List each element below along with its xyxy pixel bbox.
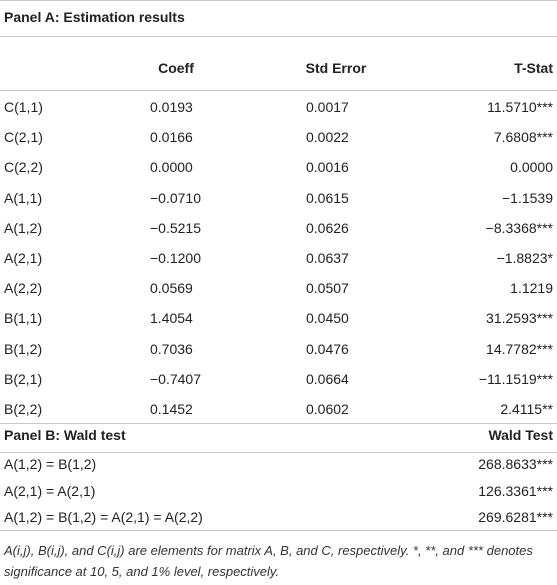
rule — [0, 452, 557, 453]
row-label: C(2,1) — [4, 129, 43, 146]
row-label: A(1,2) = B(1,2) = A(2,1) = A(2,2) — [4, 509, 203, 525]
cell: 0.0193 — [150, 99, 193, 115]
panel-title: Panel A: Estimation results — [4, 9, 185, 25]
cell: 1.1219 — [510, 280, 553, 297]
cell: 0.0022 — [306, 129, 349, 146]
cell: 1.4054 — [150, 310, 193, 327]
row-label: B(2,1) — [4, 370, 43, 387]
cell: 7.6808*** — [493, 129, 553, 146]
cell: 0.1452 — [150, 401, 193, 417]
row-label: A(1,2) — [4, 219, 43, 236]
rule — [0, 36, 557, 37]
cell: 0.7036 — [150, 340, 193, 357]
cell: 0.0569 — [150, 280, 193, 297]
cell: −1.8823* — [496, 250, 553, 266]
cell: 0.0664 — [306, 370, 349, 387]
cell: 0.0476 — [306, 340, 349, 357]
cell: 14.7782*** — [486, 340, 553, 357]
cell: 0.0000 — [510, 159, 553, 176]
column-header: Std Error — [305, 60, 367, 76]
cell: −0.7407 — [150, 370, 201, 387]
cell: −11.1519*** — [478, 370, 553, 387]
cell: 0.0507 — [306, 280, 349, 297]
row-label: A(2,1) = A(2,1) — [4, 482, 96, 499]
cell: −0.0710 — [150, 189, 201, 206]
cell: 31.2593*** — [486, 310, 553, 327]
rule — [0, 90, 557, 91]
cell: 269.6281*** — [478, 509, 553, 525]
cell: 126.3361*** — [478, 482, 553, 499]
cell: 0.0017 — [306, 99, 349, 115]
row-label: C(2,2) — [4, 159, 43, 176]
footnote: A(i,j), B(i,j), and C(i,j) are elements … — [4, 543, 533, 579]
rule — [0, 423, 557, 424]
column-header: Wald Test — [488, 427, 553, 443]
cell: 268.8633*** — [478, 456, 553, 472]
column-header: T-Stat — [514, 60, 553, 76]
row-label: B(1,1) — [4, 310, 43, 327]
cell: 11.5710*** — [487, 99, 553, 115]
cell: 2.4115** — [500, 401, 553, 417]
cell: 0.0626 — [306, 219, 349, 236]
cell: −8.3368*** — [485, 219, 553, 236]
row-label: A(1,2) = B(1,2) — [4, 456, 97, 472]
row-label: C(1,1) — [4, 99, 43, 115]
cell: 0.0000 — [150, 159, 193, 176]
cell: 0.0166 — [150, 129, 193, 146]
row-label: B(2,2) — [4, 401, 43, 417]
cell: 0.0615 — [306, 189, 349, 206]
cell: −1.1539 — [502, 189, 553, 206]
row-label: A(1,1) — [4, 189, 43, 206]
cell: 0.0450 — [306, 310, 349, 327]
row-label: A(2,1) — [4, 250, 43, 266]
cell: −0.5215 — [150, 219, 201, 236]
cell: 0.0637 — [306, 250, 349, 266]
rule — [0, 530, 557, 531]
cell: 0.0602 — [306, 401, 349, 417]
cell: −0.1200 — [150, 250, 201, 266]
panel-title: Panel B: Wald test — [4, 427, 126, 443]
rule — [0, 0, 557, 1]
cell: 0.0016 — [306, 159, 349, 176]
row-label: A(2,2) — [4, 280, 43, 297]
row-label: B(1,2) — [4, 340, 43, 357]
column-header: Coeff — [158, 60, 194, 76]
